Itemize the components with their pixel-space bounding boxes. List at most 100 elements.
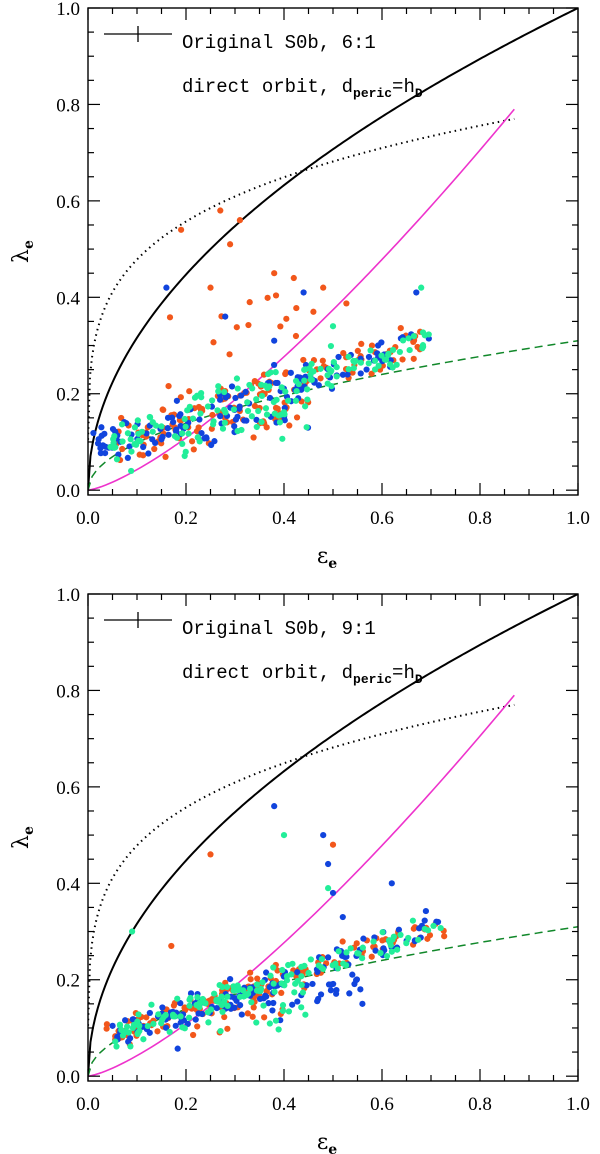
data-point xyxy=(340,349,347,357)
data-point xyxy=(279,435,286,442)
y-axis-label: λe xyxy=(9,240,37,263)
data-point xyxy=(177,1019,184,1026)
data-point xyxy=(410,333,418,340)
data-point xyxy=(317,991,325,998)
y-tick-label: 1.0 xyxy=(56,0,80,20)
legend: Original S0b, 6:1 direct orbit, dperic=hD xyxy=(104,26,423,101)
data-point xyxy=(230,406,238,413)
data-point xyxy=(300,289,307,296)
data-point xyxy=(418,284,425,291)
data-point xyxy=(327,342,335,350)
data-point xyxy=(390,933,397,940)
data-point xyxy=(218,1002,226,1009)
data-point xyxy=(144,1022,151,1030)
data-point xyxy=(207,284,214,291)
data-point xyxy=(168,942,175,950)
data-point xyxy=(174,1045,181,1052)
data-point xyxy=(282,388,289,395)
data-point xyxy=(270,999,277,1007)
data-point xyxy=(299,989,306,996)
data-point xyxy=(293,387,300,395)
data-point xyxy=(166,314,174,321)
data-point xyxy=(115,451,122,458)
data-point xyxy=(406,346,413,354)
y-tick-label: 0.8 xyxy=(56,681,80,702)
data-point xyxy=(249,1013,256,1020)
data-point xyxy=(109,1022,116,1029)
data-point xyxy=(320,284,327,291)
data-point xyxy=(265,1000,272,1007)
curve-model xyxy=(88,108,515,491)
chart-panel-1: 0.0 0.2 0.4 0.6 0.8 1.0 0.0 0.2 0.4 0.6 0.8 1.0 εe λe… xyxy=(9,0,590,572)
data-point xyxy=(353,976,361,983)
y-tick-label: 1.0 xyxy=(56,585,80,606)
data-point xyxy=(271,988,278,995)
data-point xyxy=(247,969,254,976)
data-point xyxy=(177,394,184,401)
data-point xyxy=(160,406,167,414)
data-point xyxy=(387,361,394,368)
data-point xyxy=(250,1004,257,1011)
data-point xyxy=(134,417,141,424)
data-point xyxy=(333,364,340,371)
data-point xyxy=(169,1011,177,1018)
data-point xyxy=(281,982,288,989)
data-point xyxy=(135,1029,142,1036)
data-point xyxy=(372,947,379,954)
data-point xyxy=(437,924,444,932)
data-point xyxy=(343,300,350,307)
data-point xyxy=(194,994,201,1001)
data-point xyxy=(198,1010,206,1018)
data-point xyxy=(264,294,271,301)
data-point xyxy=(101,430,108,437)
data-point xyxy=(97,445,104,452)
data-point xyxy=(285,1008,293,1015)
data-point xyxy=(424,927,432,934)
x-tick-label: 1.0 xyxy=(566,508,590,529)
data-point xyxy=(221,1013,228,1021)
data-point xyxy=(378,339,385,346)
data-point xyxy=(243,992,250,999)
data-point xyxy=(344,371,351,378)
data-point xyxy=(271,361,278,369)
data-point xyxy=(293,414,301,421)
data-point xyxy=(215,388,222,395)
legend-line-2: direct orbit, dperic=hD xyxy=(182,662,423,687)
data-point xyxy=(179,430,186,437)
data-point xyxy=(247,976,254,983)
data-point xyxy=(140,1036,147,1043)
data-point xyxy=(190,446,197,453)
data-point xyxy=(308,360,315,368)
data-point xyxy=(133,441,140,448)
data-point xyxy=(305,969,312,976)
data-point xyxy=(196,438,203,445)
data-point xyxy=(335,353,342,361)
data-point xyxy=(179,440,186,448)
data-point xyxy=(307,371,314,378)
data-point xyxy=(173,434,181,441)
data-point xyxy=(201,435,208,442)
data-point xyxy=(368,370,375,377)
data-point xyxy=(119,445,126,453)
data-point xyxy=(387,942,394,949)
data-point xyxy=(224,1025,231,1032)
data-point xyxy=(253,981,261,988)
data-point xyxy=(140,452,147,459)
data-point xyxy=(124,454,131,461)
x-tick-label: 0.8 xyxy=(468,508,492,529)
data-point xyxy=(189,415,197,422)
data-point xyxy=(165,383,172,390)
x-tick-label: 0.2 xyxy=(174,508,198,529)
data-point xyxy=(327,987,335,994)
data-point xyxy=(253,1019,260,1026)
data-point xyxy=(346,990,353,997)
data-point xyxy=(278,384,285,391)
curve-isotropic xyxy=(88,594,578,1077)
data-point xyxy=(388,948,395,955)
data-point xyxy=(95,436,102,443)
plot-area xyxy=(88,8,578,491)
data-point xyxy=(166,1028,173,1036)
data-point xyxy=(319,965,327,973)
data-point xyxy=(154,1028,161,1035)
